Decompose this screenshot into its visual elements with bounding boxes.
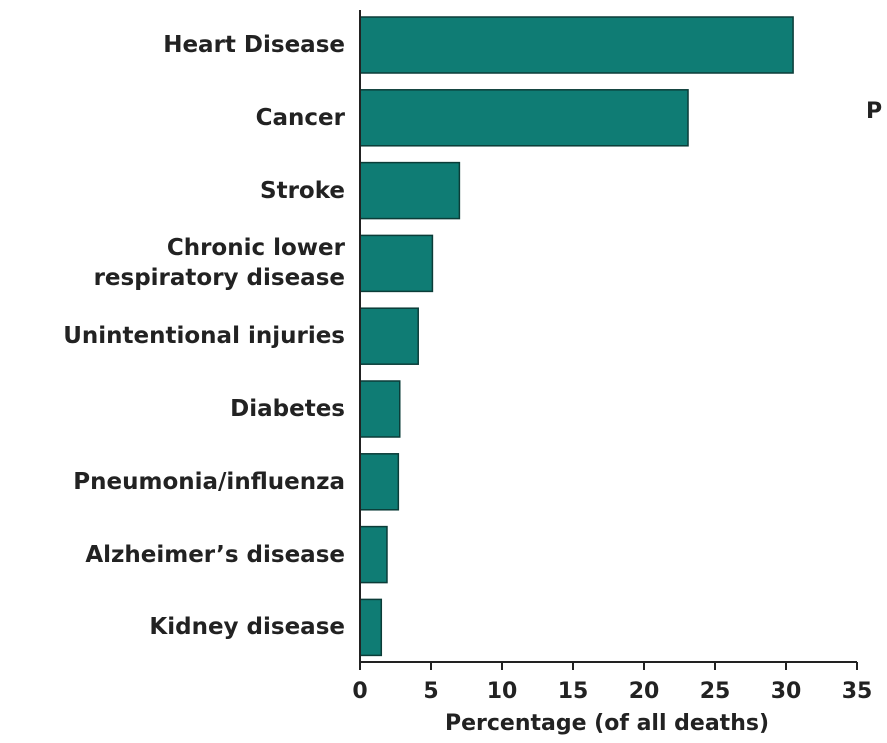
x-tick-label: 25 [700, 679, 731, 704]
y-tick-label: Chronic lower respiratory disease [93, 235, 345, 292]
bar [359, 598, 383, 657]
x-axis-title: Percentage (of all deaths) [445, 711, 769, 736]
x-tick-label: 0 [352, 679, 367, 704]
y-tick-label: Alzheimer’s disease [85, 541, 345, 568]
x-tick-label: 15 [558, 679, 589, 704]
bar [359, 525, 388, 584]
y-tick-label: Kidney disease [149, 614, 345, 641]
bar [359, 16, 794, 74]
x-tick-label: 30 [771, 679, 802, 704]
bar [359, 453, 400, 511]
bar [359, 234, 434, 293]
x-tick-label: 35 [842, 679, 873, 704]
annotation: P [866, 99, 882, 124]
bar [359, 89, 689, 147]
x-tick-label: 20 [629, 679, 660, 704]
y-tick-label: Pneumonia/influenza [73, 468, 345, 495]
y-tick-label: Unintentional injuries [63, 323, 345, 350]
bar [359, 161, 461, 220]
y-tick-label: Heart Disease [163, 32, 345, 58]
bar [359, 380, 401, 438]
y-tick-label: Cancer [255, 104, 345, 131]
x-tick-label: 5 [423, 679, 438, 704]
bar [359, 307, 419, 365]
x-tick-label: 10 [487, 679, 518, 704]
y-tick-label: Diabetes [230, 396, 345, 422]
y-tick-label: Stroke [260, 177, 345, 204]
